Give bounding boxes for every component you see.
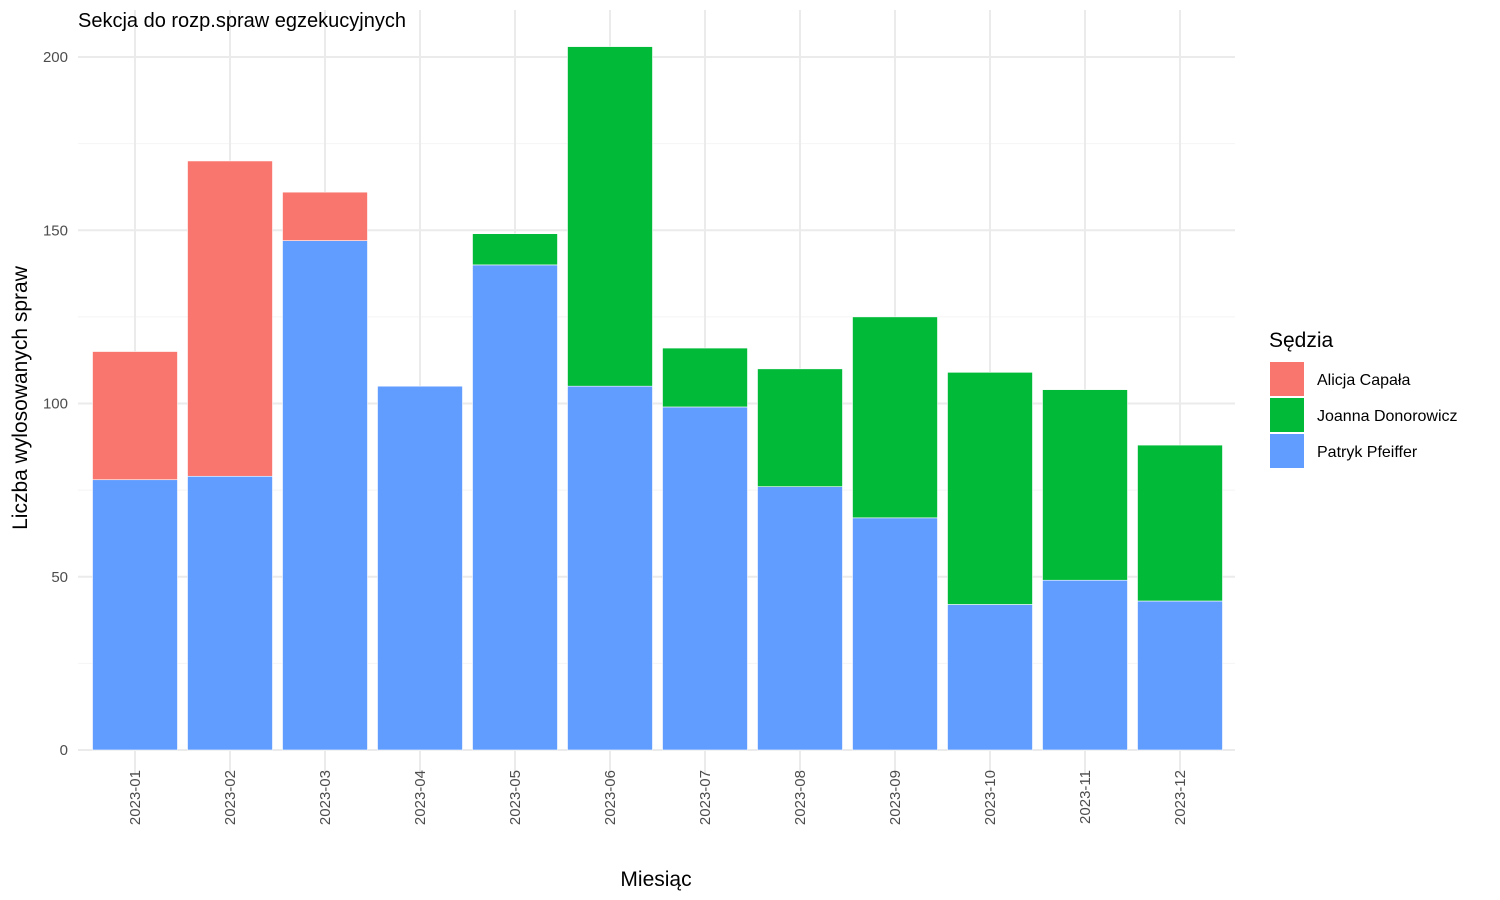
x-tick-label: 2023-03 xyxy=(317,770,334,825)
bar-patryk-pfeiffer xyxy=(947,604,1033,751)
legend-label: Patryk Pfeiffer xyxy=(1317,444,1418,461)
x-axis-title: Miesiąc xyxy=(620,868,691,891)
bar-patryk-pfeiffer xyxy=(567,385,653,751)
bar-patryk-pfeiffer xyxy=(92,479,178,751)
legend-swatch xyxy=(1270,398,1304,432)
y-axis-ticks: 0 50 100 150 200 xyxy=(43,49,68,759)
legend-swatch xyxy=(1270,362,1304,396)
x-tick-label: 2023-06 xyxy=(602,770,619,825)
x-tick-label: 2023-05 xyxy=(507,770,524,825)
bar-patryk-pfeiffer xyxy=(662,406,748,751)
x-tick-label: 2023-11 xyxy=(1077,770,1094,824)
legend-swatch xyxy=(1270,434,1304,468)
legend-label: Joanna Donorowicz xyxy=(1317,408,1458,425)
x-axis-ticks: 2023-01 2023-02 2023-03 2023-04 2023-05 2023-… xyxy=(127,770,1189,825)
y-axis-title: Liczba wylosowanych spraw xyxy=(9,265,32,530)
chart-title: Sekcja do rozp.spraw egzekucyjnych xyxy=(78,10,406,32)
bar-patryk-pfeiffer xyxy=(757,486,843,751)
y-tick-label: 200 xyxy=(43,49,68,66)
bar-patryk-pfeiffer xyxy=(282,240,368,751)
x-tick-label: 2023-04 xyxy=(412,770,429,825)
x-tick-label: 2023-07 xyxy=(697,770,714,825)
bars xyxy=(92,46,1223,751)
bar-joanna-donorowicz xyxy=(757,368,843,487)
x-tick-label: 2023-09 xyxy=(887,770,904,825)
legend: Sędzia Alicja Capała Joanna Donorowicz Pat… xyxy=(1269,329,1458,468)
bar-patryk-pfeiffer xyxy=(472,264,558,751)
bar-joanna-donorowicz xyxy=(662,347,748,408)
bar-patryk-pfeiffer xyxy=(377,385,463,751)
bar-alicja-capa-a xyxy=(187,160,273,477)
y-tick-label: 0 xyxy=(60,742,68,759)
x-tick-label: 2023-08 xyxy=(792,770,809,825)
bar-alicja-capa-a xyxy=(92,351,178,481)
x-tick-label: 2023-12 xyxy=(1172,770,1189,825)
bar-joanna-donorowicz xyxy=(567,46,653,387)
x-tick-label: 2023-10 xyxy=(982,770,999,825)
x-tick-label: 2023-02 xyxy=(222,770,239,825)
x-tick-label: 2023-01 xyxy=(127,770,144,825)
y-tick-label: 100 xyxy=(43,396,68,413)
bar-joanna-donorowicz xyxy=(1137,444,1223,602)
y-tick-label: 150 xyxy=(43,222,68,239)
bar-patryk-pfeiffer xyxy=(1137,600,1223,751)
legend-label: Alicja Capała xyxy=(1317,372,1410,389)
bar-joanna-donorowicz xyxy=(852,316,938,519)
y-tick-label: 50 xyxy=(51,569,68,586)
bar-joanna-donorowicz xyxy=(947,372,1033,605)
legend-title: Sędzia xyxy=(1269,329,1334,352)
bar-joanna-donorowicz xyxy=(472,233,558,266)
bar-joanna-donorowicz xyxy=(1042,389,1128,581)
bar-patryk-pfeiffer xyxy=(852,517,938,751)
bar-patryk-pfeiffer xyxy=(187,475,273,751)
bar-patryk-pfeiffer xyxy=(1042,579,1128,751)
bar-alicja-capa-a xyxy=(282,191,368,241)
